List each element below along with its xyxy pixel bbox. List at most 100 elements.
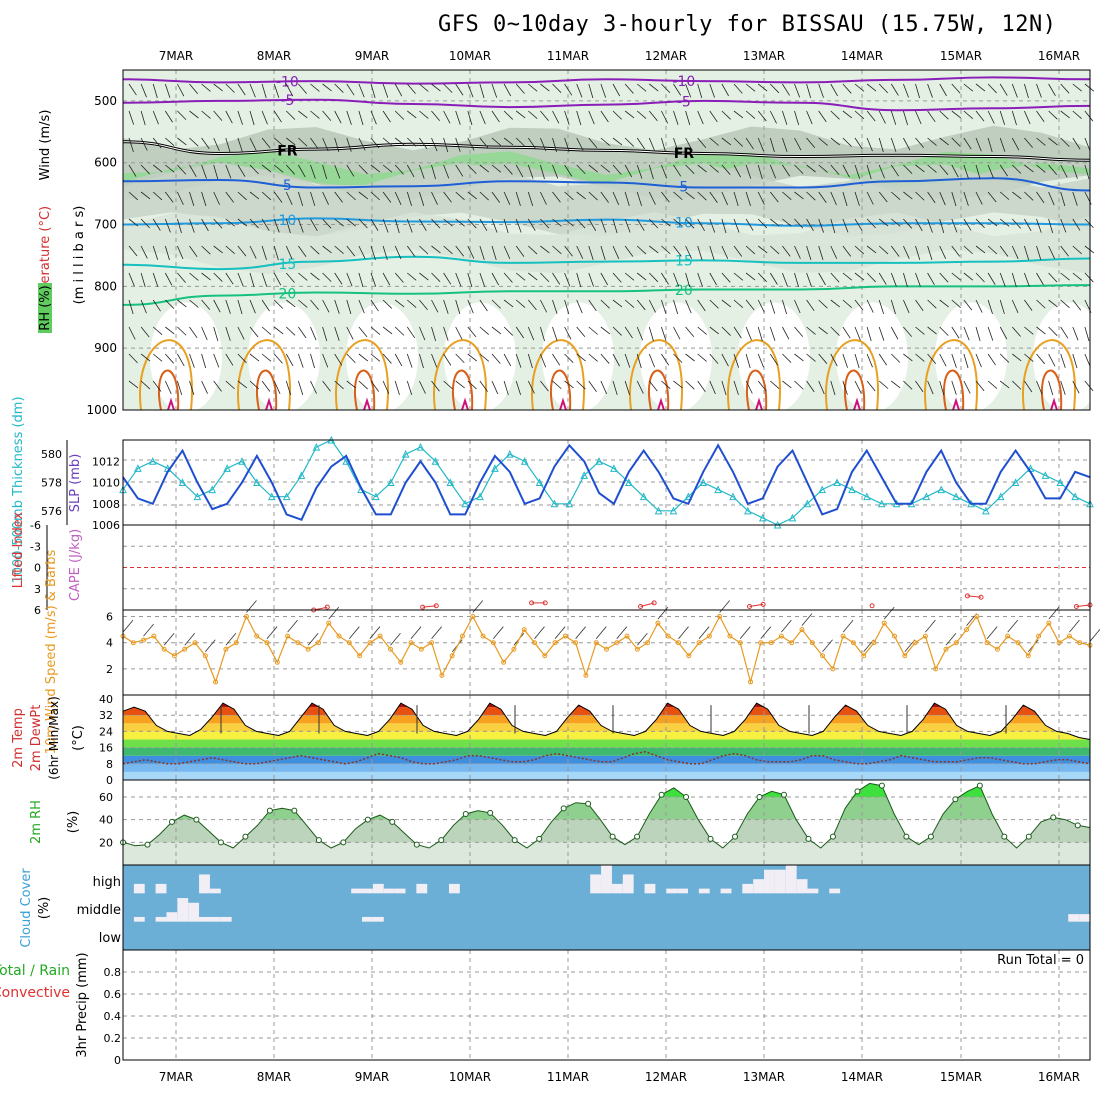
wind-barb [515, 218, 522, 233]
wind-speed-point [171, 653, 177, 659]
wind-barb [697, 353, 707, 362]
wind-barb [249, 380, 260, 390]
wind-barb [394, 191, 402, 205]
wind-barb [479, 218, 488, 231]
wind-barb [455, 380, 465, 389]
wind-barb [152, 218, 161, 231]
wind-barb [890, 326, 899, 340]
wind-barb [757, 83, 768, 92]
lifted-index-line [1076, 604, 1091, 607]
wind-barb [999, 380, 1010, 389]
wind-barb [903, 380, 913, 390]
wind-barb [854, 164, 861, 179]
wind-barb [503, 245, 511, 260]
wind-barb [273, 326, 284, 335]
wind-barb [491, 272, 500, 286]
wind-barb [963, 83, 974, 92]
thickness-point [684, 492, 693, 501]
thickness-point [714, 485, 722, 494]
thickness-point [1011, 478, 1020, 486]
wind-barb [939, 83, 947, 97]
temp-tick: 24 [99, 725, 113, 738]
thickness-point [625, 478, 633, 486]
boundary-isotherm-hot [657, 397, 665, 411]
wind-barb [370, 299, 379, 312]
thickness-point [208, 485, 217, 494]
wind-barb [334, 326, 340, 341]
thickness-point [639, 492, 648, 501]
temp-band [123, 715, 1090, 724]
total-rain-label: Total / Rain [0, 963, 70, 979]
wind-barb [757, 326, 763, 342]
wind-barb [249, 353, 260, 362]
wind-barb [164, 83, 171, 98]
wind-barb [903, 83, 909, 98]
wind-barb [878, 326, 885, 341]
wind-barb [419, 353, 424, 369]
wind-barb [709, 83, 715, 98]
wind-barb [177, 272, 186, 283]
wind-barb [1024, 326, 1034, 335]
wind-barb [370, 164, 381, 173]
wind-barb [310, 353, 315, 369]
wind-barb [1060, 272, 1070, 281]
wind-barb [213, 191, 220, 205]
lifted-index-line [640, 602, 655, 607]
wind-barb [503, 326, 514, 336]
wind-barb [322, 218, 332, 229]
wind-barb [866, 299, 874, 313]
rh-point [952, 796, 959, 803]
wind-speed-point [213, 679, 219, 685]
cloud-high-bar [764, 869, 775, 894]
wind-barb [564, 299, 570, 315]
wind-barb [552, 353, 561, 366]
wind-barb [661, 380, 671, 390]
wind-barb [527, 191, 534, 206]
wind-barb [177, 218, 182, 234]
wind-barb [890, 164, 900, 177]
wind-barb [794, 353, 804, 362]
upper-air-panel: -10 -10 -5 -5 FR FR 5 5 10 10 15 15 20 20 500 600 700 800… [38, 69, 1100, 417]
wind-barb [346, 245, 356, 257]
wind-barb [1072, 380, 1080, 394]
wind-barb [661, 353, 670, 366]
wind-speed-point [357, 653, 363, 659]
wind-barb [164, 191, 174, 203]
wind-speed-point [748, 679, 754, 685]
wind-barb [575, 626, 586, 639]
wind-barb [165, 299, 175, 309]
wind-barb [503, 164, 513, 175]
wind-barb [298, 353, 304, 368]
wind-barb [213, 326, 219, 342]
convective-label: Convective [0, 985, 70, 1001]
wind-barb [987, 83, 997, 94]
wind-barb [806, 191, 816, 201]
wind-barb [975, 164, 981, 180]
thickness-point [699, 478, 708, 486]
wind-barb [649, 83, 659, 92]
wind-barb [406, 83, 416, 94]
wind-barb [479, 326, 490, 335]
wind-barb [648, 110, 658, 122]
wind-barb [515, 272, 526, 281]
wind-barb [842, 245, 852, 257]
date-label-top: 15MAR [940, 49, 982, 63]
thickness-point [193, 492, 202, 501]
wind-barb [588, 83, 594, 99]
thickness-tick: 580 [41, 448, 62, 461]
wind-barb [878, 353, 887, 366]
wind-barb [1036, 272, 1044, 285]
wind-barb [467, 353, 477, 362]
wind-barb [285, 272, 295, 283]
wind-tick: 6 [106, 611, 113, 624]
wind-barb [576, 218, 586, 229]
thickness-point [505, 450, 514, 458]
wind-barb [503, 83, 512, 97]
wind-barb [576, 83, 583, 98]
wind-barb [322, 380, 331, 392]
wind-barb [600, 245, 606, 261]
wind-barb [854, 299, 864, 311]
wind-barb [673, 326, 681, 340]
isotherm-FR-inner [122, 141, 1091, 161]
